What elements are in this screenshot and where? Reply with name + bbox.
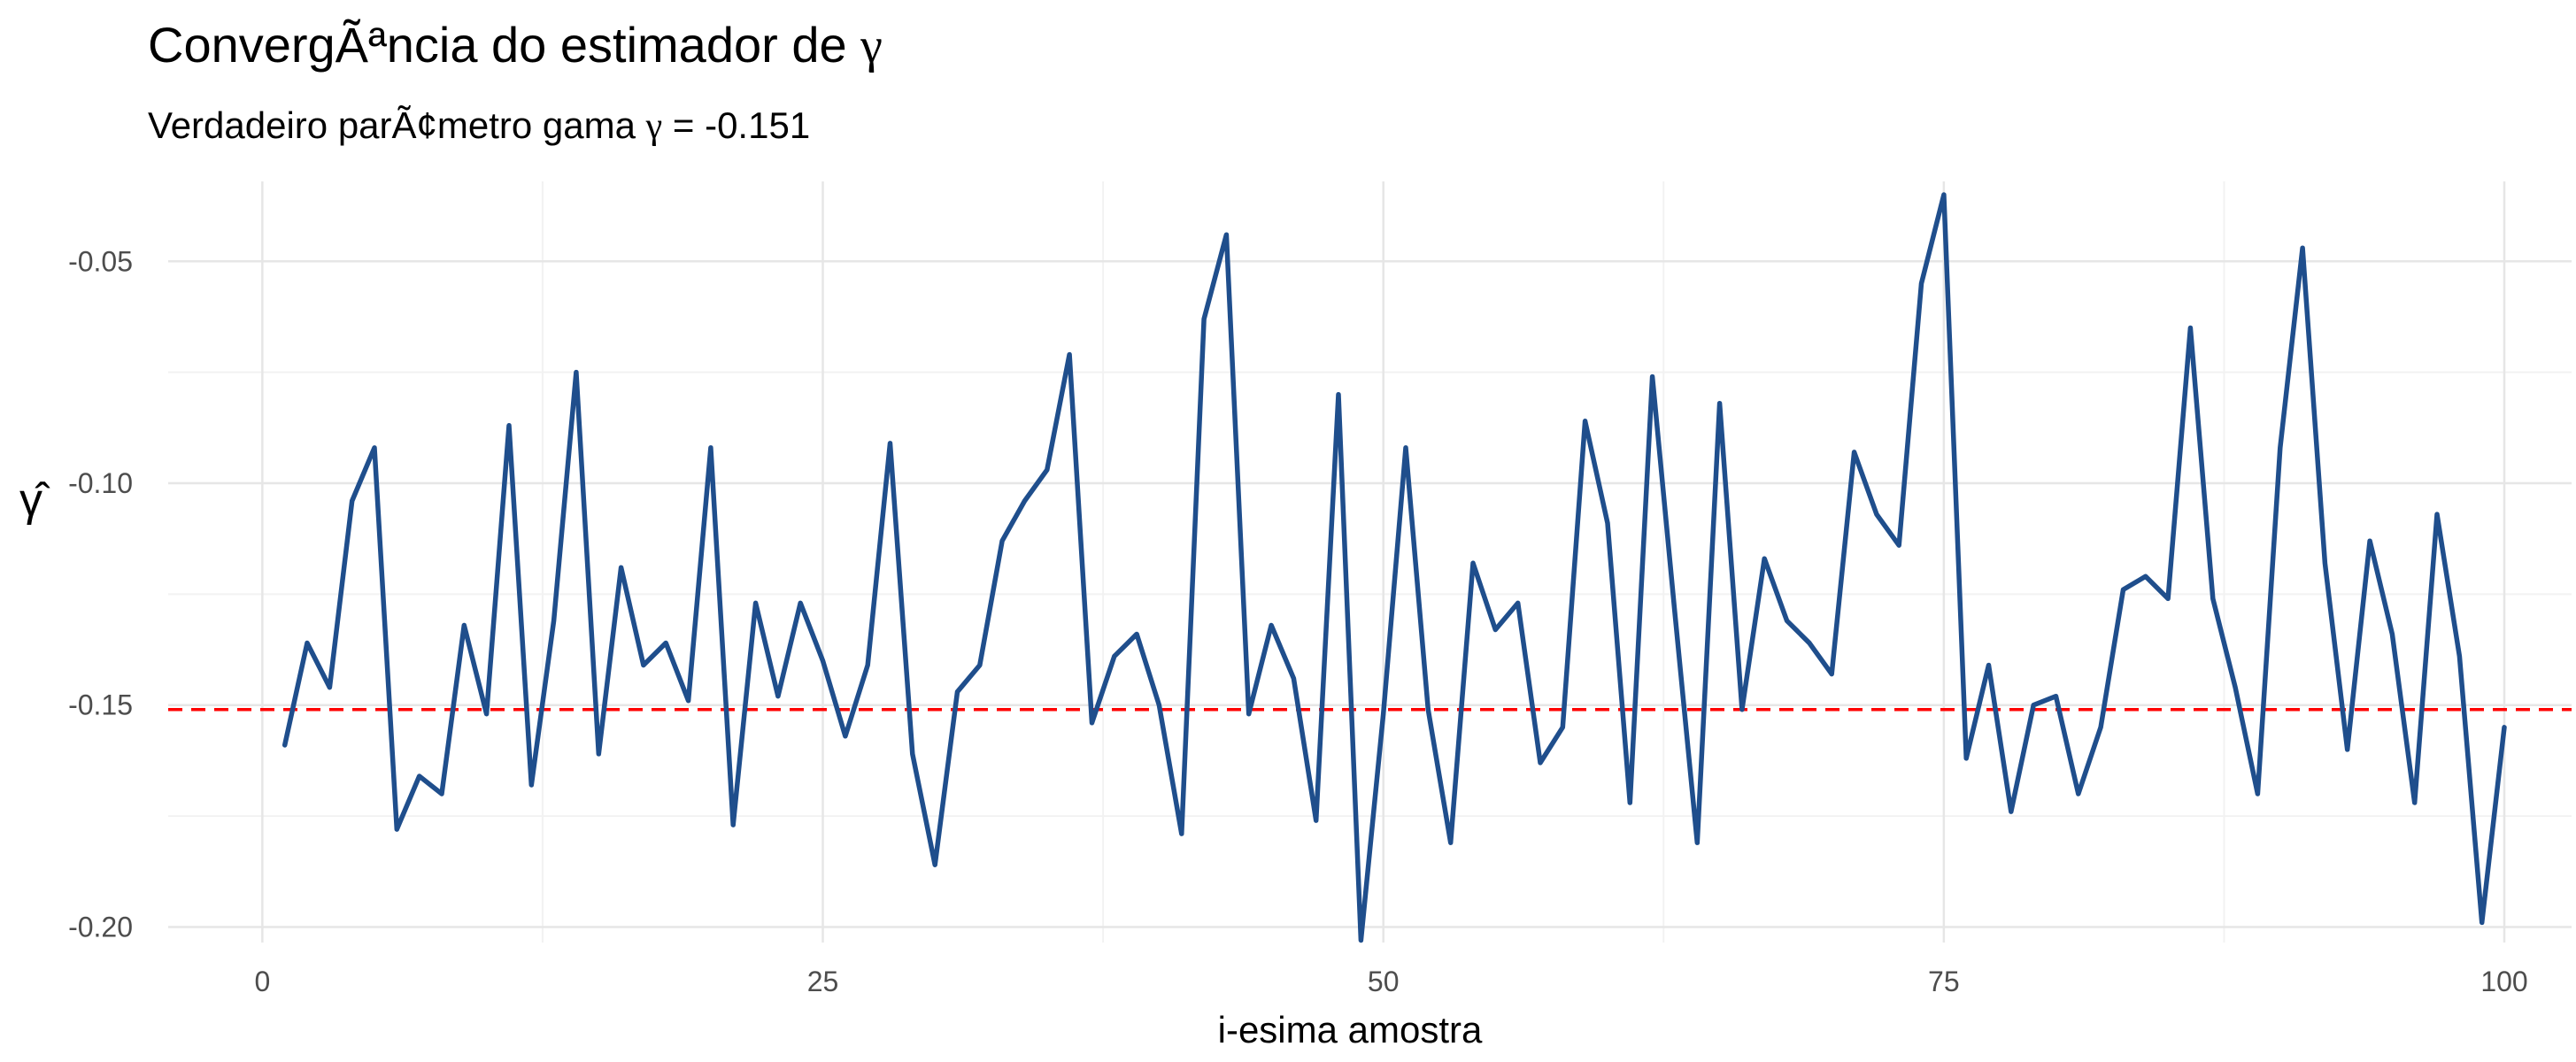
y-tick-label: -0.20 <box>68 911 133 943</box>
chart-title: ConvergÃªncia do estimador de γ <box>148 16 883 74</box>
chart-title-symbol: γ <box>860 19 883 73</box>
y-tick-label: -0.10 <box>68 467 133 499</box>
y-tick-label: -0.15 <box>68 689 133 721</box>
x-tick-label: 25 <box>807 966 839 997</box>
x-tick-label: 75 <box>1928 966 1960 997</box>
series-layer <box>282 192 2507 943</box>
chart-subtitle-symbol: γ <box>645 106 663 147</box>
grid-major <box>168 181 2572 943</box>
y-axis-label: γ̂ <box>19 474 50 526</box>
grid-minor <box>168 181 2572 943</box>
x-tick-label: 0 <box>254 966 270 997</box>
y-tick-label: -0.05 <box>68 245 133 277</box>
chart-subtitle: Verdadeiro parÃ¢metro gama γ = -0.151 <box>148 104 810 148</box>
x-axis-label: i-esima amostra <box>1218 1009 1483 1050</box>
y-axis-ticks: -0.20 -0.15 -0.10 -0.05 <box>68 245 133 943</box>
chart-title-text: ConvergÃªncia do estimador de <box>148 17 861 73</box>
series-line <box>282 192 2507 943</box>
x-tick-label: 100 <box>2480 966 2527 997</box>
x-axis-ticks: 0 25 50 75 100 <box>254 966 2527 997</box>
x-tick-label: 50 <box>1368 966 1400 997</box>
chart-subtitle-value: = -0.151 <box>662 104 811 146</box>
chart-subtitle-text: Verdadeiro parÃ¢metro gama <box>148 104 646 146</box>
